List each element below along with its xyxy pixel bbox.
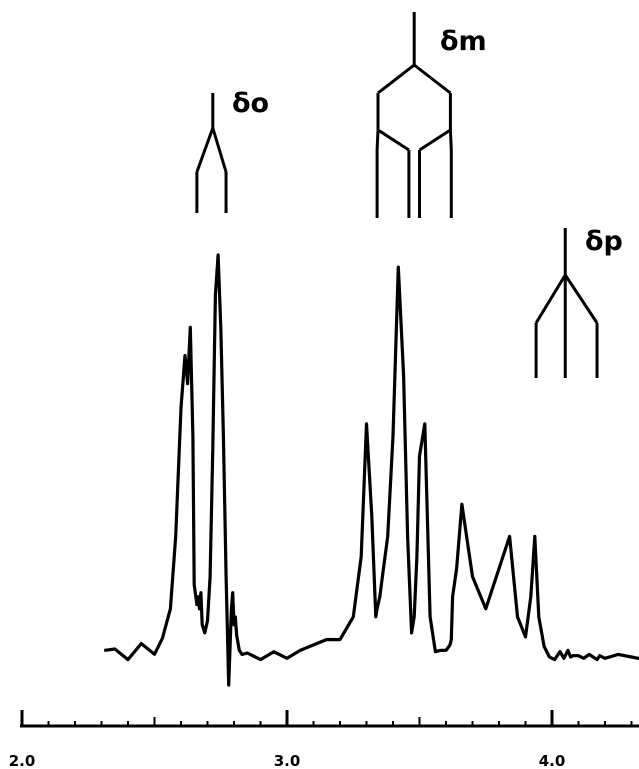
x-tick-label: 4.0 [539,752,566,769]
x-tick-label: 3.0 [274,752,301,769]
spectrum-trace-group [103,253,639,687]
multiplet-label: δo [232,88,269,119]
x-tick-label: 2.0 [9,752,36,769]
tree-branch [448,129,453,151]
multiplet-tree: δm [375,12,487,218]
tree-branch [375,129,380,151]
tree-branch [418,128,452,152]
tree-branch [377,128,410,152]
tree-branch [377,63,416,95]
spectrum-trace [103,253,639,687]
multiplet-label: δp [585,226,623,257]
x-axis-tick-labels: 2.0 3.0 4.0 [9,752,566,769]
multiplet-tree: δo [195,88,269,213]
tree-branch [211,127,228,173]
tree-branch [563,274,599,324]
x-axis [20,710,639,728]
tree-branch [534,274,567,324]
multiplet-tree: δp [534,226,623,378]
tree-branch [413,63,452,95]
multiplet-label: δm [440,26,487,57]
tree-branch [195,127,215,173]
multiplet-annotations: δo δm δp [195,12,623,378]
